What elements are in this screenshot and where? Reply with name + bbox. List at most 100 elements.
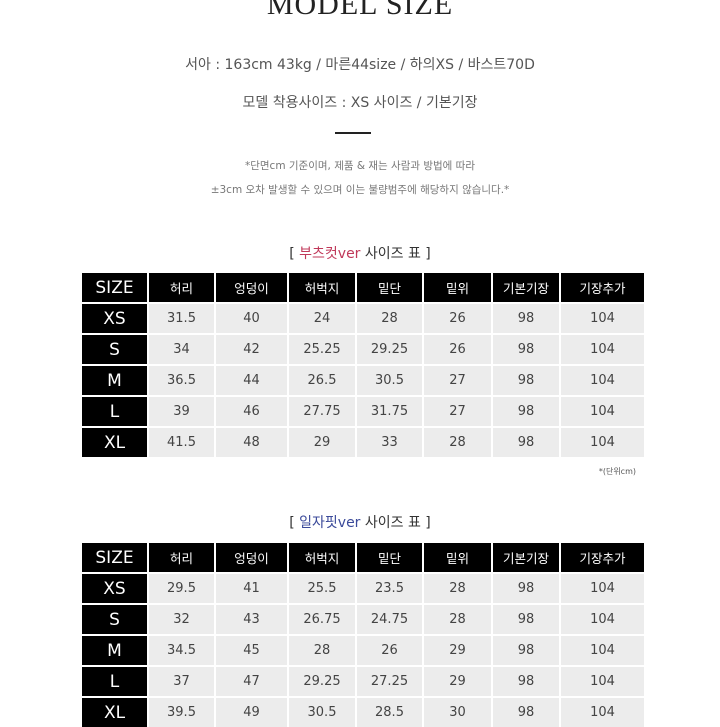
table-cell: 98: [493, 667, 559, 696]
table-cell: 98: [493, 605, 559, 634]
table-cell: 29.25: [357, 335, 422, 364]
size-label: XS: [82, 304, 147, 333]
table-cell: 43: [216, 605, 287, 634]
table-cell: 104: [561, 428, 644, 457]
table-cell: 28: [424, 428, 491, 457]
table-cell: 26: [357, 636, 422, 665]
table-cell: 36.5: [149, 366, 214, 395]
table-cell: 29: [424, 667, 491, 696]
column-header: SIZE: [82, 543, 147, 572]
table-cell: 104: [561, 304, 644, 333]
table-cell: 24.75: [357, 605, 422, 634]
table-cell: 25.5: [289, 574, 355, 603]
table-cell: 104: [561, 698, 644, 727]
caption-open: [: [289, 515, 300, 531]
column-header: SIZE: [82, 273, 147, 302]
table-cell: 25.25: [289, 335, 355, 364]
table-cell: 28: [424, 605, 491, 634]
table-cell: 30.5: [289, 698, 355, 727]
model-wear-size: 모델 착용사이즈 : XS 사이즈 / 기본기장: [242, 95, 478, 111]
table-cell: 104: [561, 636, 644, 665]
table-cell: 98: [493, 304, 559, 333]
table-cell: 28: [289, 636, 355, 665]
size-label: M: [82, 366, 147, 395]
column-header: 밑단: [357, 273, 422, 302]
caption-highlight: 일자핏ver: [299, 515, 361, 531]
table-cell: 31.5: [149, 304, 214, 333]
table-cell: 40: [216, 304, 287, 333]
table-cell: 27.25: [357, 667, 422, 696]
table-cell: 98: [493, 428, 559, 457]
size-label: L: [82, 397, 147, 426]
table-cell: 31.75: [357, 397, 422, 426]
table-cell: 28: [357, 304, 422, 333]
column-header: 엉덩이: [216, 543, 287, 572]
size-label: S: [82, 605, 147, 634]
column-header: 허리: [149, 273, 214, 302]
table-cell: 30.5: [357, 366, 422, 395]
table-cell: 48: [216, 428, 287, 457]
table-cell: 34.5: [149, 636, 214, 665]
size-label: XL: [82, 428, 147, 457]
table-cell: 98: [493, 335, 559, 364]
table-cell: 23.5: [357, 574, 422, 603]
table-cell: 41: [216, 574, 287, 603]
table-cell: 47: [216, 667, 287, 696]
table-caption-bootcut: [ 부츠컷ver 사이즈 표 ]: [0, 243, 720, 263]
column-header: 밑위: [424, 543, 491, 572]
column-header: 허리: [149, 543, 214, 572]
size-table-bootcut: SIZE 허리 엉덩이 허벅지 밑단 밑위 기본기장 기장추가 XS 31.5 40 24 28 26 98…: [82, 273, 644, 457]
table-cell: 27.75: [289, 397, 355, 426]
size-label: L: [82, 667, 147, 696]
column-header: 밑위: [424, 273, 491, 302]
table-cell: 24: [289, 304, 355, 333]
caption-open: [: [289, 246, 300, 262]
caption-highlight: 부츠컷ver: [299, 246, 361, 262]
size-table-straight: SIZE 허리 엉덩이 허벅지 밑단 밑위 기본기장 기장추가 XS 29.5 41 25.5 23.5…: [82, 543, 644, 727]
table-cell: 28.5: [357, 698, 422, 727]
table-cell: 44: [216, 366, 287, 395]
table-cell: 98: [493, 366, 559, 395]
column-header: 기장추가: [561, 543, 644, 572]
table-cell: 26.5: [289, 366, 355, 395]
table-cell: 27: [424, 366, 491, 395]
table-cell: 30: [424, 698, 491, 727]
table-cell: 37: [149, 667, 214, 696]
table-caption-straight: [ 일자핏ver 사이즈 표 ]: [0, 512, 720, 532]
column-header: 허벅지: [289, 273, 355, 302]
table-cell: 29.25: [289, 667, 355, 696]
column-header: 기본기장: [493, 543, 559, 572]
size-label: S: [82, 335, 147, 364]
column-header: 엉덩이: [216, 273, 287, 302]
table-cell: 104: [561, 397, 644, 426]
table-cell: 26.75: [289, 605, 355, 634]
table-cell: 104: [561, 574, 644, 603]
caption-rest: 사이즈 표 ]: [360, 246, 431, 262]
divider: [335, 132, 371, 134]
table-cell: 26: [424, 335, 491, 364]
table-cell: 39.5: [149, 698, 214, 727]
table-cell: 29: [424, 636, 491, 665]
table-cell: 29.5: [149, 574, 214, 603]
model-info: 서아 : 163cm 43kg / 마른44size / 하의XS / 바스트7…: [185, 57, 535, 73]
table-cell: 104: [561, 605, 644, 634]
table-cell: 42: [216, 335, 287, 364]
table-cell: 45: [216, 636, 287, 665]
table-cell: 98: [493, 698, 559, 727]
table-cell: 104: [561, 667, 644, 696]
measurement-note-1: *단면cm 기준이며, 제품 & 재는 사람과 방법에 따라: [244, 160, 476, 172]
table-cell: 34: [149, 335, 214, 364]
table-cell: 98: [493, 636, 559, 665]
size-label: XL: [82, 698, 147, 727]
table-cell: 39: [149, 397, 214, 426]
table-cell: 33: [357, 428, 422, 457]
table-cell: 104: [561, 335, 644, 364]
table-cell: 28: [424, 574, 491, 603]
column-header: 밑단: [357, 543, 422, 572]
table-cell: 32: [149, 605, 214, 634]
table-cell: 49: [216, 698, 287, 727]
size-label: XS: [82, 574, 147, 603]
caption-rest: 사이즈 표 ]: [360, 515, 431, 531]
column-header: 허벅지: [289, 543, 355, 572]
table-cell: 98: [493, 574, 559, 603]
